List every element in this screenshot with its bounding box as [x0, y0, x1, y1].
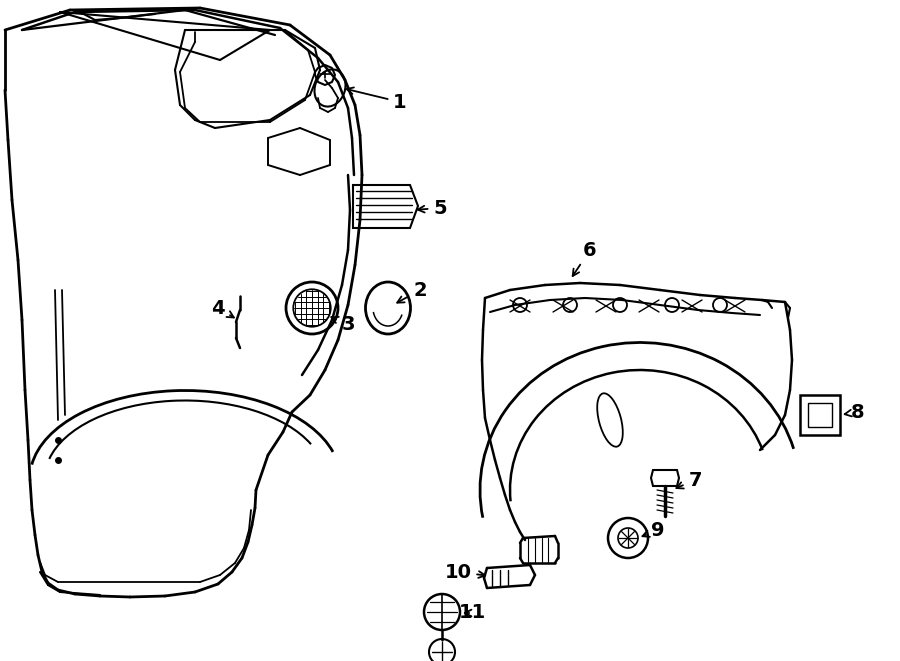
Polygon shape	[808, 403, 832, 427]
Circle shape	[613, 298, 627, 312]
Text: 1: 1	[346, 87, 407, 112]
Polygon shape	[800, 395, 840, 435]
Text: 4: 4	[212, 299, 234, 317]
Polygon shape	[651, 470, 679, 486]
Text: 9: 9	[643, 520, 665, 539]
Ellipse shape	[365, 282, 410, 334]
Text: 2: 2	[397, 280, 427, 303]
Circle shape	[665, 298, 679, 312]
Text: 6: 6	[572, 241, 597, 276]
Polygon shape	[353, 185, 418, 228]
Circle shape	[608, 518, 648, 558]
Circle shape	[424, 594, 460, 630]
Text: 10: 10	[445, 563, 485, 582]
Text: 8: 8	[844, 403, 865, 422]
Circle shape	[286, 282, 338, 334]
Circle shape	[618, 528, 638, 548]
Circle shape	[513, 298, 527, 312]
Circle shape	[429, 639, 455, 661]
Ellipse shape	[314, 69, 346, 106]
Ellipse shape	[598, 393, 623, 447]
Text: 7: 7	[677, 471, 702, 490]
Circle shape	[563, 298, 577, 312]
Text: 3: 3	[331, 315, 355, 334]
Text: 5: 5	[418, 198, 446, 217]
Circle shape	[713, 298, 727, 312]
Text: 11: 11	[458, 603, 486, 623]
